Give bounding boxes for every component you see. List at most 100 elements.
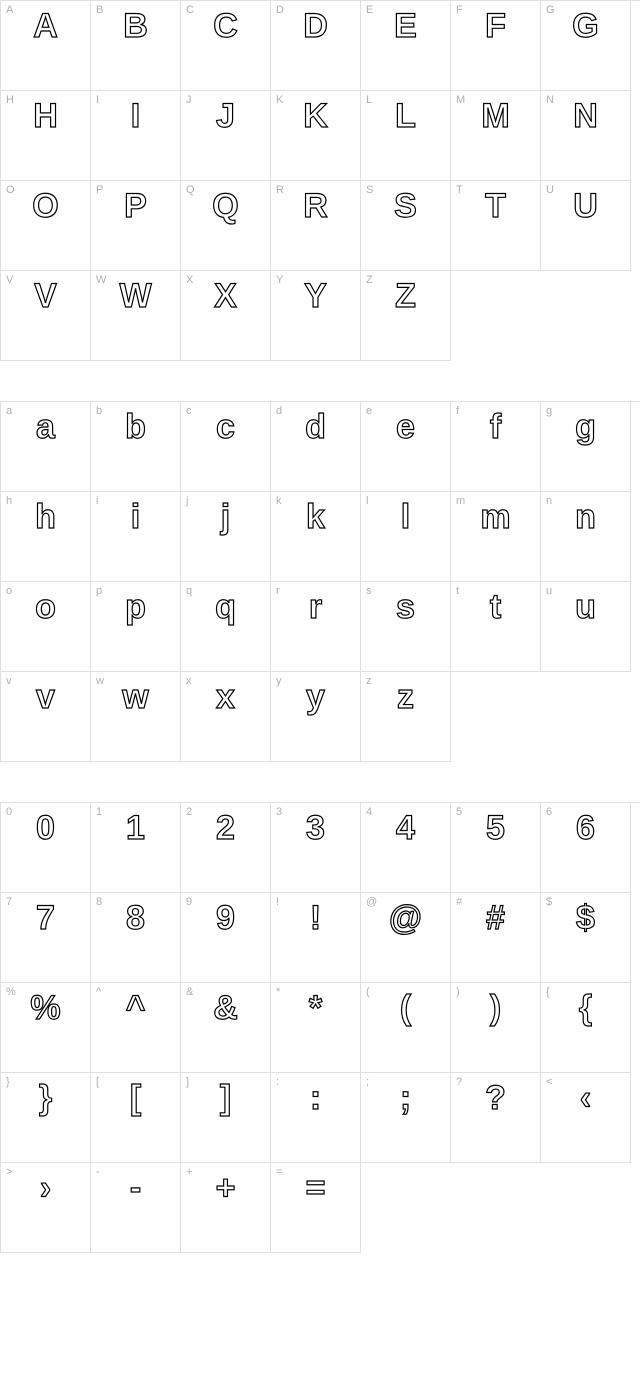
glyph-label: Q: [186, 184, 195, 196]
glyph-cell: UU: [541, 181, 631, 271]
glyph-label: Z: [366, 274, 373, 286]
glyph-char: %: [30, 991, 60, 1025]
glyph-cell: yy: [271, 672, 361, 762]
glyph-char: *: [309, 991, 322, 1025]
glyph-char: 4: [396, 811, 415, 845]
glyph-label: I: [96, 94, 99, 106]
glyph-label: <: [546, 1076, 552, 1088]
glyph-label: ?: [456, 1076, 462, 1088]
glyph-cell: oo: [1, 582, 91, 672]
glyph-label: G: [546, 4, 555, 16]
glyph-cell: GG: [541, 1, 631, 91]
glyph-cell: HH: [1, 91, 91, 181]
glyph-label: c: [186, 405, 192, 417]
glyph-cell: zz: [361, 672, 451, 762]
glyph-label: 0: [6, 806, 12, 818]
glyph-cell: 55: [451, 803, 541, 893]
glyph-label: @: [366, 896, 377, 908]
glyph-char: ›: [40, 1171, 51, 1205]
glyph-char: E: [394, 9, 417, 43]
glyph-char: 8: [126, 901, 145, 935]
glyph-label: o: [6, 585, 12, 597]
glyph-char: U: [573, 189, 598, 223]
glyph-char: ?: [485, 1081, 506, 1115]
glyph-char: K: [303, 99, 328, 133]
glyph-char: Y: [304, 279, 327, 313]
glyph-cell: JJ: [181, 91, 271, 181]
glyph-cell: ll: [361, 492, 451, 582]
glyph-char: ‹: [580, 1081, 591, 1115]
glyph-label: C: [186, 4, 194, 16]
glyph-label: s: [366, 585, 372, 597]
glyph-char: d: [305, 410, 326, 444]
glyph-char: -: [130, 1171, 141, 1205]
glyph-char: h: [35, 500, 56, 534]
glyph-label: u: [546, 585, 552, 597]
glyph-char: 3: [306, 811, 325, 845]
glyph-label: J: [186, 94, 192, 106]
glyph-char: 1: [126, 811, 145, 845]
glyph-char: Z: [395, 279, 416, 313]
glyph-label: A: [6, 4, 13, 16]
glyph-cell: ]]: [181, 1073, 271, 1163]
glyph-char: $: [576, 901, 595, 935]
glyph-cell: ==: [271, 1163, 361, 1253]
glyph-cell: 88: [91, 893, 181, 983]
glyph-cell: qq: [181, 582, 271, 672]
glyph-cell: PP: [91, 181, 181, 271]
glyph-label: ;: [366, 1076, 369, 1088]
glyph-cell: ii: [91, 492, 181, 582]
section-uppercase: AABBCCDDEEFFGGHHIIJJKKLLMMNNOOPPQQRRSSTT…: [0, 0, 640, 361]
glyph-cell: KK: [271, 91, 361, 181]
glyph-label: y: [276, 675, 282, 687]
glyph-cell: ZZ: [361, 271, 451, 361]
glyph-char: @: [389, 901, 422, 935]
glyph-cell: OO: [1, 181, 91, 271]
glyph-char: I: [131, 99, 140, 133]
glyph-char: X: [214, 279, 237, 313]
glyph-char: u: [575, 590, 596, 624]
glyph-label: x: [186, 675, 192, 687]
glyph-label: W: [96, 274, 106, 286]
glyph-cell: >›: [1, 1163, 91, 1253]
glyph-char: g: [575, 410, 596, 444]
glyph-cell: mm: [451, 492, 541, 582]
glyph-char: J: [216, 99, 235, 133]
glyph-char: e: [396, 410, 415, 444]
glyph-cell: jj: [181, 492, 271, 582]
glyph-cell: 33: [271, 803, 361, 893]
glyph-label: ]: [186, 1076, 189, 1088]
glyph-char: 9: [216, 901, 235, 935]
glyph-char: {: [579, 991, 592, 1025]
glyph-label: {: [546, 986, 550, 998]
glyph-label: (: [366, 986, 370, 998]
glyph-label: p: [96, 585, 102, 597]
glyph-label: D: [276, 4, 284, 16]
glyph-char: !: [310, 901, 321, 935]
glyph-label: 5: [456, 806, 462, 818]
glyph-cell: QQ: [181, 181, 271, 271]
glyph-cell: XX: [181, 271, 271, 361]
glyph-char: m: [480, 500, 510, 534]
glyph-cell: tt: [451, 582, 541, 672]
glyph-char: M: [481, 99, 509, 133]
glyph-cell: ^^: [91, 983, 181, 1073]
glyph-char: t: [490, 590, 501, 624]
glyph-cell: 77: [1, 893, 91, 983]
glyph-cell: II: [91, 91, 181, 181]
glyph-char: ;: [400, 1081, 411, 1115]
glyph-cell: DD: [271, 1, 361, 91]
glyph-label: g: [546, 405, 552, 417]
glyph-char: c: [216, 410, 235, 444]
glyph-label: +: [186, 1166, 192, 1178]
glyph-cell: nn: [541, 492, 631, 582]
glyph-cell: BB: [91, 1, 181, 91]
glyph-char: O: [32, 189, 58, 223]
glyph-cell: pp: [91, 582, 181, 672]
glyph-label: a: [6, 405, 12, 417]
glyph-cell: ss: [361, 582, 451, 672]
glyph-label: q: [186, 585, 192, 597]
glyph-grid: AABBCCDDEEFFGGHHIIJJKKLLMMNNOOPPQQRRSSTT…: [0, 0, 640, 361]
glyph-label: 4: [366, 806, 372, 818]
glyph-cell: ++: [181, 1163, 271, 1253]
